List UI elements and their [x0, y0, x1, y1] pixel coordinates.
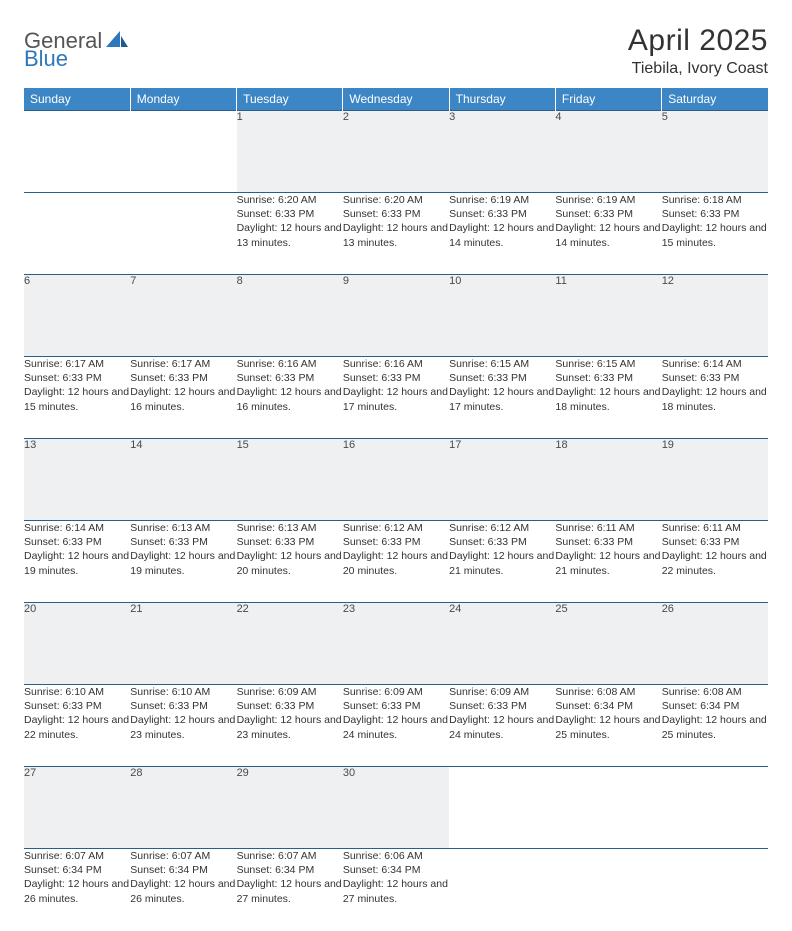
day-content-row: Sunrise: 6:17 AMSunset: 6:33 PMDaylight:… [24, 357, 768, 439]
day-number-cell: 4 [555, 111, 661, 193]
day-content-cell: Sunrise: 6:07 AMSunset: 6:34 PMDaylight:… [130, 849, 236, 931]
day-number-cell: 23 [343, 603, 449, 685]
day-number-cell: 21 [130, 603, 236, 685]
day-number-row: 20212223242526 [24, 603, 768, 685]
day-content-cell: Sunrise: 6:17 AMSunset: 6:33 PMDaylight:… [130, 357, 236, 439]
day-number-cell: 6 [24, 275, 130, 357]
day-number-row: 13141516171819 [24, 439, 768, 521]
day-content-cell [130, 193, 236, 275]
day-number-cell: 29 [237, 767, 343, 849]
day-content-cell: Sunrise: 6:07 AMSunset: 6:34 PMDaylight:… [237, 849, 343, 931]
day-number-cell: 9 [343, 275, 449, 357]
day-content-cell: Sunrise: 6:12 AMSunset: 6:33 PMDaylight:… [343, 521, 449, 603]
day-header: Friday [555, 88, 661, 111]
day-number-cell: 19 [662, 439, 768, 521]
day-content-cell: Sunrise: 6:13 AMSunset: 6:33 PMDaylight:… [130, 521, 236, 603]
day-number-cell: 1 [237, 111, 343, 193]
day-number-cell: 5 [662, 111, 768, 193]
day-content-cell: Sunrise: 6:19 AMSunset: 6:33 PMDaylight:… [449, 193, 555, 275]
day-header: Monday [130, 88, 236, 111]
day-content-cell [555, 849, 661, 931]
logo-sail-icon [106, 29, 128, 54]
day-header: Saturday [662, 88, 768, 111]
day-number-row: 12345 [24, 111, 768, 193]
day-number-cell: 8 [237, 275, 343, 357]
day-number-cell [24, 111, 130, 193]
day-content-cell: Sunrise: 6:19 AMSunset: 6:33 PMDaylight:… [555, 193, 661, 275]
day-number-cell: 27 [24, 767, 130, 849]
day-number-cell: 17 [449, 439, 555, 521]
day-content-cell: Sunrise: 6:20 AMSunset: 6:33 PMDaylight:… [237, 193, 343, 275]
day-content-cell: Sunrise: 6:09 AMSunset: 6:33 PMDaylight:… [343, 685, 449, 767]
day-number-cell: 11 [555, 275, 661, 357]
day-content-row: Sunrise: 6:07 AMSunset: 6:34 PMDaylight:… [24, 849, 768, 931]
day-content-cell: Sunrise: 6:13 AMSunset: 6:33 PMDaylight:… [237, 521, 343, 603]
day-content-cell: Sunrise: 6:08 AMSunset: 6:34 PMDaylight:… [555, 685, 661, 767]
day-number-cell [130, 111, 236, 193]
day-content-cell: Sunrise: 6:09 AMSunset: 6:33 PMDaylight:… [237, 685, 343, 767]
day-content-cell: Sunrise: 6:20 AMSunset: 6:33 PMDaylight:… [343, 193, 449, 275]
day-content-row: Sunrise: 6:14 AMSunset: 6:33 PMDaylight:… [24, 521, 768, 603]
day-header: Tuesday [237, 88, 343, 111]
header: General April 2025 Tiebila, Ivory Coast [24, 24, 768, 78]
day-number-cell: 7 [130, 275, 236, 357]
day-header: Thursday [449, 88, 555, 111]
day-content-cell: Sunrise: 6:17 AMSunset: 6:33 PMDaylight:… [24, 357, 130, 439]
day-content-cell: Sunrise: 6:11 AMSunset: 6:33 PMDaylight:… [555, 521, 661, 603]
day-number-cell: 2 [343, 111, 449, 193]
day-number-cell: 13 [24, 439, 130, 521]
day-content-cell: Sunrise: 6:15 AMSunset: 6:33 PMDaylight:… [555, 357, 661, 439]
day-number-cell: 24 [449, 603, 555, 685]
day-number-row: 6789101112 [24, 275, 768, 357]
day-content-cell: Sunrise: 6:10 AMSunset: 6:33 PMDaylight:… [130, 685, 236, 767]
day-content-cell: Sunrise: 6:12 AMSunset: 6:33 PMDaylight:… [449, 521, 555, 603]
calendar-body: 12345Sunrise: 6:20 AMSunset: 6:33 PMDayl… [24, 111, 768, 931]
day-header: Wednesday [343, 88, 449, 111]
day-number-cell: 20 [24, 603, 130, 685]
day-content-cell: Sunrise: 6:16 AMSunset: 6:33 PMDaylight:… [343, 357, 449, 439]
day-number-cell: 25 [555, 603, 661, 685]
day-number-cell: 26 [662, 603, 768, 685]
day-content-cell: Sunrise: 6:07 AMSunset: 6:34 PMDaylight:… [24, 849, 130, 931]
day-content-cell: Sunrise: 6:08 AMSunset: 6:34 PMDaylight:… [662, 685, 768, 767]
day-content-cell: Sunrise: 6:18 AMSunset: 6:33 PMDaylight:… [662, 193, 768, 275]
logo-text-blue: Blue [24, 46, 68, 71]
day-number-cell: 28 [130, 767, 236, 849]
title-block: April 2025 Tiebila, Ivory Coast [628, 24, 768, 78]
day-number-cell: 3 [449, 111, 555, 193]
day-content-row: Sunrise: 6:10 AMSunset: 6:33 PMDaylight:… [24, 685, 768, 767]
day-content-cell: Sunrise: 6:06 AMSunset: 6:34 PMDaylight:… [343, 849, 449, 931]
day-number-cell: 14 [130, 439, 236, 521]
day-content-cell: Sunrise: 6:11 AMSunset: 6:33 PMDaylight:… [662, 521, 768, 603]
day-number-cell: 30 [343, 767, 449, 849]
day-number-cell: 18 [555, 439, 661, 521]
location: Tiebila, Ivory Coast [628, 60, 768, 78]
day-content-cell: Sunrise: 6:14 AMSunset: 6:33 PMDaylight:… [24, 521, 130, 603]
day-content-cell: Sunrise: 6:09 AMSunset: 6:33 PMDaylight:… [449, 685, 555, 767]
day-number-cell [555, 767, 661, 849]
day-header: Sunday [24, 88, 130, 111]
day-header-row: Sunday Monday Tuesday Wednesday Thursday… [24, 88, 768, 111]
day-content-row: Sunrise: 6:20 AMSunset: 6:33 PMDaylight:… [24, 193, 768, 275]
day-content-cell: Sunrise: 6:15 AMSunset: 6:33 PMDaylight:… [449, 357, 555, 439]
day-content-cell [662, 849, 768, 931]
day-content-cell: Sunrise: 6:10 AMSunset: 6:33 PMDaylight:… [24, 685, 130, 767]
day-number-row: 27282930 [24, 767, 768, 849]
day-number-cell: 22 [237, 603, 343, 685]
day-content-cell: Sunrise: 6:14 AMSunset: 6:33 PMDaylight:… [662, 357, 768, 439]
day-content-cell: Sunrise: 6:16 AMSunset: 6:33 PMDaylight:… [237, 357, 343, 439]
day-number-cell: 15 [237, 439, 343, 521]
day-number-cell: 12 [662, 275, 768, 357]
logo-text-blue-wrap: Blue [24, 46, 68, 72]
calendar-table: Sunday Monday Tuesday Wednesday Thursday… [24, 88, 768, 931]
day-content-cell [24, 193, 130, 275]
day-number-cell [449, 767, 555, 849]
month-title: April 2025 [628, 24, 768, 58]
day-number-cell [662, 767, 768, 849]
day-content-cell [449, 849, 555, 931]
day-number-cell: 10 [449, 275, 555, 357]
day-number-cell: 16 [343, 439, 449, 521]
